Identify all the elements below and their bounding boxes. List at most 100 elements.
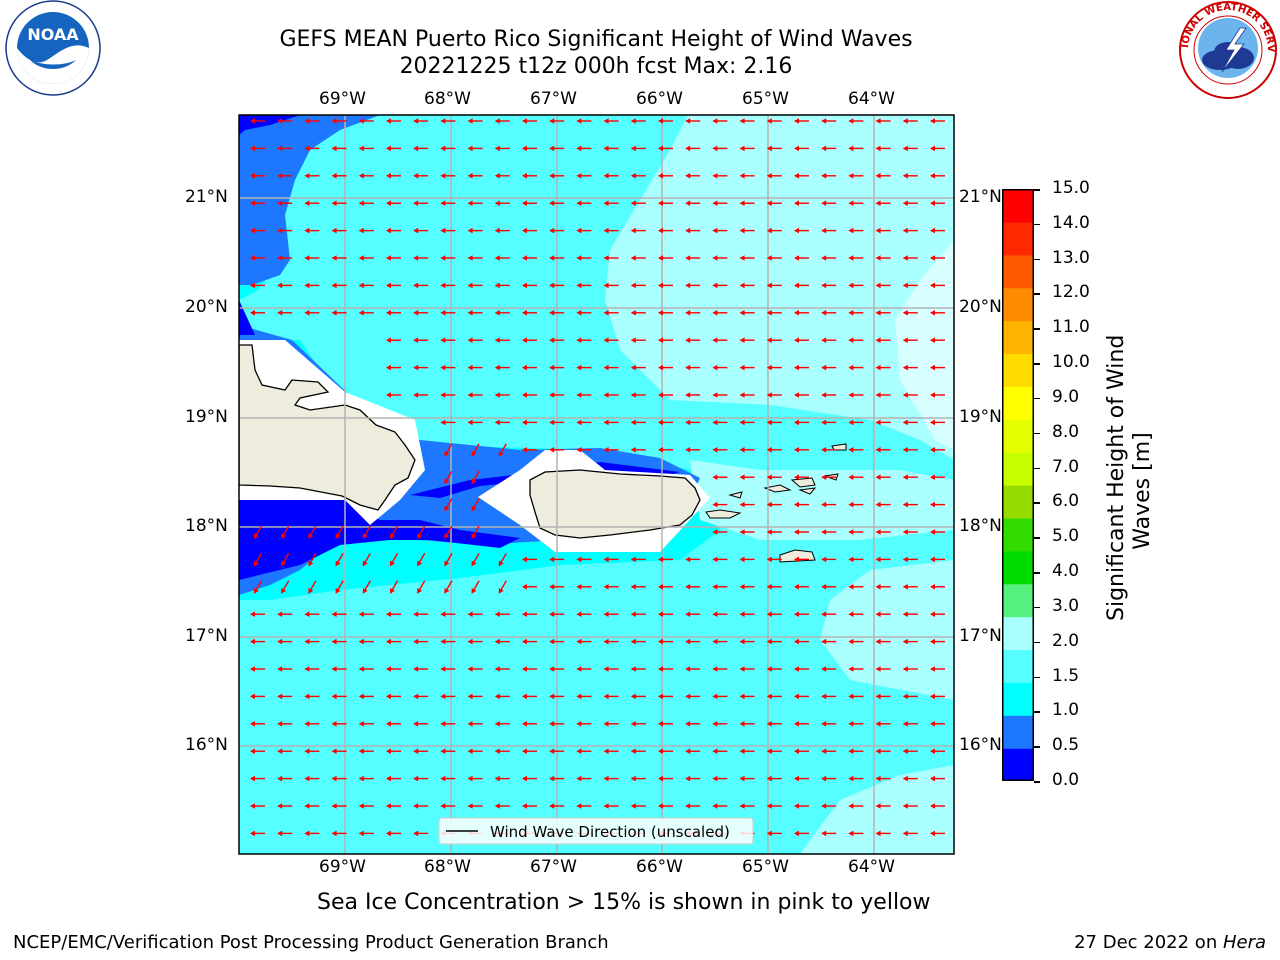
lon-label-top: 64°W — [848, 89, 895, 109]
wave-arrow — [875, 145, 891, 152]
wave-arrow — [467, 611, 483, 617]
wave-arrow — [440, 118, 456, 124]
wave-arrow — [930, 775, 945, 782]
wave-arrow — [794, 693, 809, 700]
wave-arrow — [389, 580, 399, 594]
colorbar-tick-mark — [1034, 363, 1040, 365]
wave-arrow — [576, 337, 592, 343]
colorbar-tick-label: 13.0 — [1052, 247, 1090, 268]
wave-arrow — [712, 419, 728, 426]
wave-arrow — [386, 227, 401, 234]
wave-arrow — [389, 552, 399, 567]
wave-arrow — [685, 775, 701, 782]
wave-arrow — [821, 200, 837, 206]
wave-arrow — [739, 666, 755, 672]
wave-arrow — [658, 721, 673, 727]
wave-arrow — [603, 584, 619, 590]
wave-arrow — [440, 145, 456, 152]
wave-arrow — [739, 529, 755, 535]
wave-arrow — [712, 666, 728, 672]
wave-arrow — [549, 118, 565, 124]
wave-arrow — [440, 392, 456, 398]
wave-arrow — [658, 611, 673, 617]
colorbar-segment — [1002, 419, 1034, 453]
land-tortola — [790, 477, 816, 488]
wave-arrow — [766, 693, 782, 700]
wave-arrow — [250, 693, 265, 700]
wave-arrow — [630, 666, 646, 672]
wave-arrow — [549, 556, 565, 563]
wave-arrow — [848, 118, 864, 124]
wave-arrow — [902, 227, 918, 234]
wave-arrow — [766, 227, 782, 234]
wave-arrow — [902, 255, 918, 261]
wave-arrow — [821, 693, 837, 700]
colorbar-title: Significant Height of Wind Waves [m] — [1104, 335, 1156, 621]
map-frame — [238, 114, 955, 855]
colorbar-segment — [1002, 616, 1034, 651]
wave-arrow — [522, 693, 537, 700]
wave-arrow — [358, 748, 374, 754]
wave-arrow — [603, 145, 619, 152]
wave-arrow — [386, 638, 401, 645]
wave-arrow — [467, 748, 483, 754]
wave-arrow — [440, 337, 456, 343]
wave-arrow — [603, 721, 619, 727]
wave-arrow — [739, 364, 755, 371]
wave-arrow — [358, 721, 374, 727]
colorbar-tick-label: 15.0 — [1052, 178, 1090, 198]
wave-arrow — [766, 501, 782, 508]
lon-label-top: 69°W — [319, 89, 366, 109]
wave-arrow — [739, 638, 755, 645]
wave-arrow — [739, 200, 755, 206]
lon-label-top: 67°W — [530, 89, 577, 109]
wave-arrow — [658, 173, 673, 179]
wave-arrow — [848, 447, 864, 453]
colorbar-tick-mark — [1034, 328, 1040, 330]
wave-arrow — [875, 200, 891, 206]
wave-arrow — [658, 775, 673, 782]
wave-arrow — [549, 721, 565, 727]
colorbar-segment — [1002, 485, 1034, 519]
wave-arrow — [603, 118, 619, 124]
wave-arrow — [630, 255, 646, 261]
wave-arrow — [739, 118, 755, 124]
wave-arrow — [413, 282, 429, 289]
colorbar-tick-label: 12.0 — [1052, 282, 1090, 303]
wave-arrow — [576, 282, 592, 289]
wave-arrow — [386, 666, 401, 672]
wave-arrow — [250, 775, 265, 782]
wave-arrow — [712, 474, 728, 480]
wave-arrow — [413, 145, 429, 152]
lon-label-bottom: 66°W — [636, 857, 683, 877]
footer-date: 27 Dec 2022 on Hera — [1074, 932, 1266, 953]
wave-arrow — [821, 145, 837, 152]
colorbar-tick-label: 7.0 — [1052, 456, 1080, 477]
wave-arrow — [331, 200, 347, 206]
wave-arrow — [930, 611, 945, 617]
wave-arrow — [576, 200, 592, 206]
wave-arrow — [712, 584, 728, 590]
wave-arrow — [739, 227, 755, 234]
wave-arrow — [739, 310, 755, 316]
wave-arrow — [902, 173, 918, 179]
wave-arrow — [685, 364, 701, 371]
wave-arrow — [467, 282, 483, 289]
wave-arrow — [930, 666, 945, 672]
wave-arrow — [281, 552, 290, 567]
wave-arrow — [413, 173, 429, 179]
wave-arrow — [794, 392, 809, 398]
wave-arrow — [930, 364, 945, 371]
wave-arrow — [250, 803, 265, 809]
wave-arrow — [685, 666, 701, 672]
wave-arrow — [358, 803, 374, 809]
wave-arrow — [848, 775, 864, 782]
colorbar-tick-mark — [1034, 572, 1040, 574]
wave-arrow — [304, 693, 320, 700]
wave-arrow — [358, 227, 374, 234]
wave-arrow — [821, 392, 837, 398]
colorbar-segment — [1002, 254, 1034, 289]
wave-arrow — [712, 118, 728, 124]
land-hispaniola — [239, 344, 416, 511]
wave-arrow — [658, 200, 673, 206]
